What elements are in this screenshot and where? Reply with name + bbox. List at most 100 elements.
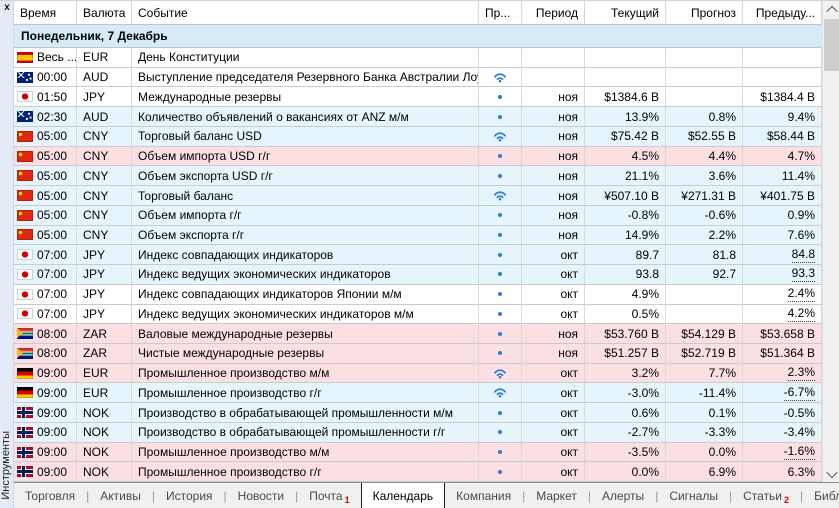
importance-cell xyxy=(479,225,522,245)
period-cell: окт xyxy=(522,284,585,304)
previous-cell: 2.3% xyxy=(743,363,822,383)
tab-торговля[interactable]: Торговля xyxy=(14,483,86,508)
calendar-event-row[interactable]: 02:30 AUD Количество объявлений о вакансия… xyxy=(14,107,822,127)
currency-cell: EUR xyxy=(77,383,132,403)
tab-маркет[interactable]: Маркет xyxy=(525,483,588,508)
calendar-event-row[interactable]: 05:00 CNY Объем импорта USD г/г ноя 4.5% 4.4%… xyxy=(14,146,822,167)
importance-cell xyxy=(479,363,522,383)
actual-cell: 0.6% xyxy=(585,403,666,422)
tab-почта[interactable]: Почта 1 xyxy=(298,483,360,508)
calendar-event-row[interactable]: 05:00 CNY Торговый баланс ноя ¥507.10 B ¥271.… xyxy=(14,186,822,206)
calendar-event-row[interactable]: 07:00 JPY Индекс совпадающих индикаторов ок… xyxy=(14,245,822,266)
importance-cell xyxy=(479,383,522,403)
calendar-event-row[interactable]: 09:00 EUR Промышленное производство м/м окт… xyxy=(14,363,822,384)
event-cell: Выступление председателя Резервного Банк… xyxy=(132,67,479,87)
period-cell: ноя xyxy=(522,186,585,205)
calendar-event-row[interactable]: 09:00 NOK Производство в обрабатывающей пр… xyxy=(14,422,822,443)
time-cell: 05:00 xyxy=(14,146,77,166)
calendar-event-row[interactable]: 01:50 JPY Международные резервы ноя $1384.6 … xyxy=(14,87,822,108)
column-header-3[interactable]: Пр... xyxy=(479,1,522,24)
column-header-1[interactable]: Валюта xyxy=(77,1,132,24)
previous-cell: -0.5% xyxy=(743,403,822,422)
importance-low-icon xyxy=(498,292,502,297)
tab-календарь[interactable]: Календарь xyxy=(360,483,446,508)
tab-новости[interactable]: Новости xyxy=(227,483,295,508)
calendar-event-row[interactable]: 09:00 NOK Промышленное производство г/г окт… xyxy=(14,462,822,483)
china-flag-icon xyxy=(17,150,33,162)
calendar-event-row[interactable]: 00:00 AUD Выступление председателя Резервн… xyxy=(14,67,822,88)
previous-cell: 4.7% xyxy=(743,146,822,166)
calendar-event-row[interactable]: 07:00 JPY Индекс совпадающих индикаторов Я… xyxy=(14,284,822,305)
tab-активы[interactable]: Активы xyxy=(89,483,152,508)
forecast-cell: -11.4% xyxy=(666,383,743,403)
toolbox-dock-tab-instruments[interactable]: Инструменты xyxy=(0,431,12,500)
scroll-up-icon[interactable] xyxy=(823,1,839,18)
calendar-event-row[interactable]: 05:00 CNY Объем импорта г/г ноя -0.8% -0.6% 0.… xyxy=(14,205,822,226)
period-cell: ноя xyxy=(522,166,585,186)
calendar-event-row[interactable]: 09:00 EUR Промышленное производство г/г окт… xyxy=(14,383,822,404)
tab-история[interactable]: История xyxy=(155,483,224,508)
importance-cell xyxy=(479,126,522,146)
column-header-4[interactable]: Период xyxy=(522,1,585,24)
calendar-event-row[interactable]: 09:00 NOK Производство в обрабатывающей пр… xyxy=(14,403,822,423)
calendar-event-row[interactable]: Весь ... EUR День Конституции xyxy=(14,48,822,68)
actual-cell: -3.0% xyxy=(585,383,666,403)
calendar-event-row[interactable]: 05:00 CNY Торговый баланс USD ноя $75.42 B $5… xyxy=(14,126,822,147)
calendar-event-row[interactable]: 07:00 JPY Индекс ведущих экономических инд… xyxy=(14,304,822,325)
calendar-event-row[interactable]: 07:00 JPY Индекс ведущих экономических инд… xyxy=(14,265,822,285)
currency-cell: JPY xyxy=(77,245,132,265)
calendar-event-row[interactable]: 09:00 NOK Промышленное производство м/м окт… xyxy=(14,442,822,463)
period-cell: ноя xyxy=(522,146,585,166)
column-header-2[interactable]: Событие xyxy=(132,1,479,24)
previous-cell xyxy=(743,67,822,87)
actual-cell: 4.5% xyxy=(585,146,666,166)
calendar-event-row[interactable]: 08:00 ZAR Валовые международные резервы ноя… xyxy=(14,324,822,345)
calendar-event-row[interactable]: 05:00 CNY Объем экспорта USD г/г ноя 21.1% 3.… xyxy=(14,166,822,187)
calendar-event-row[interactable]: 08:00 ZAR Чистые международные резервы ноя $… xyxy=(14,344,822,364)
norway-flag-icon xyxy=(17,407,33,419)
tab-алерты[interactable]: Алерты xyxy=(591,483,655,508)
time-cell: 07:00 xyxy=(14,265,77,284)
column-header-7[interactable]: Предыду... xyxy=(743,1,822,24)
importance-low-icon xyxy=(498,311,502,316)
norway-flag-icon xyxy=(17,466,33,478)
importance-cell xyxy=(479,166,522,186)
event-cell: Торговый баланс USD xyxy=(132,126,479,146)
spain-flag-icon xyxy=(17,51,33,63)
forecast-cell xyxy=(666,304,743,324)
forecast-cell xyxy=(666,48,743,67)
column-header-6[interactable]: Прогноз xyxy=(666,1,743,24)
scroll-down-icon[interactable] xyxy=(823,465,839,482)
scrollbar-thumb[interactable] xyxy=(824,19,839,71)
japan-flag-icon xyxy=(17,268,33,280)
period-cell: ноя xyxy=(522,107,585,126)
importance-low-icon xyxy=(498,154,502,159)
event-cell: Индекс совпадающих индикаторов xyxy=(132,245,479,265)
japan-flag-icon xyxy=(17,308,33,320)
event-cell: Индекс ведущих экономических индикаторов… xyxy=(132,304,479,324)
calendar-event-row[interactable]: 05:00 CNY Объем экспорта г/г ноя 14.9% 2.2% 7.… xyxy=(14,225,822,246)
tab-статьи[interactable]: Статьи 2 xyxy=(732,483,800,508)
tab-библиотека[interactable]: Библиотека xyxy=(803,483,839,508)
tab-separator: | xyxy=(587,488,591,503)
forecast-cell: -3.3% xyxy=(666,422,743,442)
tab-сигналы[interactable]: Сигналы xyxy=(658,483,729,508)
tab-компания[interactable]: Компания xyxy=(445,483,522,508)
event-cell: Индекс совпадающих индикаторов Японии м/… xyxy=(132,284,479,304)
germany-flag-icon xyxy=(17,367,33,379)
currency-cell: CNY xyxy=(77,225,132,245)
vertical-scrollbar[interactable] xyxy=(822,1,839,482)
column-header-0[interactable]: Время xyxy=(14,1,77,24)
close-icon[interactable]: x xyxy=(4,2,10,13)
forecast-cell: 92.7 xyxy=(666,265,743,284)
time-cell: 05:00 xyxy=(14,166,77,186)
column-header-5[interactable]: Текущий xyxy=(585,1,666,24)
actual-cell xyxy=(585,48,666,67)
forecast-cell: $52.55 B xyxy=(666,126,743,146)
australia-flag-icon xyxy=(17,111,33,123)
actual-cell: $53.760 B xyxy=(585,324,666,344)
previous-cell: -3.4% xyxy=(743,422,822,442)
forecast-cell: 4.4% xyxy=(666,146,743,166)
currency-cell: JPY xyxy=(77,304,132,324)
